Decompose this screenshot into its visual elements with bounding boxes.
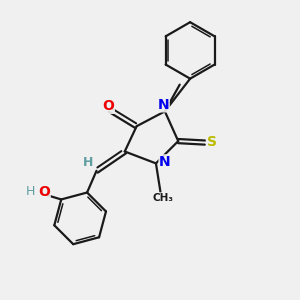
Text: S: S — [206, 135, 217, 149]
Text: N: N — [158, 98, 169, 112]
Text: O: O — [103, 99, 114, 113]
Text: O: O — [38, 184, 50, 199]
Text: H: H — [26, 185, 35, 198]
Text: N: N — [159, 155, 171, 169]
Text: H: H — [82, 156, 93, 169]
Text: CH₃: CH₃ — [153, 193, 174, 203]
